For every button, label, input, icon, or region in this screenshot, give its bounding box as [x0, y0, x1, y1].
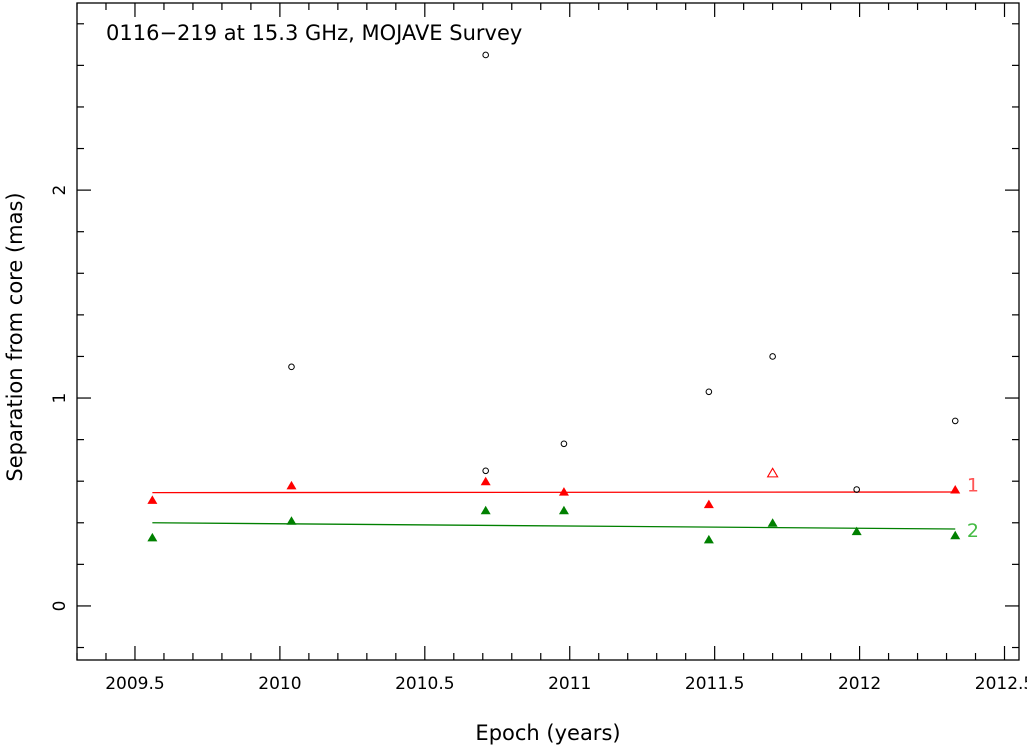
data-point [703, 499, 714, 509]
data-point-open-circle [951, 417, 959, 425]
y-tick-label: 0 [50, 601, 70, 612]
x-tick-label: 2012 [838, 674, 881, 694]
data-point [703, 534, 714, 544]
data-point [558, 487, 569, 496]
data-point-open-circle [853, 486, 860, 493]
data-point [950, 530, 961, 540]
x-tick-label: 2010.5 [395, 674, 454, 694]
plot-frame [76, 2, 1020, 661]
data-point [950, 485, 961, 494]
data-point-open-circle [482, 467, 489, 475]
series-label-2: 2 [967, 520, 979, 542]
fit-line-2 [152, 522, 956, 530]
x-tick-label: 2012.5 [975, 674, 1027, 694]
data-point-open-circle [560, 440, 568, 448]
data-point-open-triangle [766, 467, 779, 478]
fit-line-1 [152, 491, 956, 494]
y-tick-label: 1 [50, 393, 70, 404]
x-tick-label: 2009.5 [105, 674, 164, 694]
chart-title: 0116−219 at 15.3 GHz, MOJAVE Survey [106, 21, 522, 45]
data-point [480, 505, 491, 515]
data-point-open-circle [482, 51, 489, 59]
data-point [851, 526, 862, 536]
data-point [558, 505, 569, 515]
data-point [286, 480, 297, 490]
x-tick-label: 2011.5 [685, 674, 744, 694]
data-point-open-circle [288, 363, 295, 371]
data-point [480, 476, 491, 486]
x-tick-label: 2010 [258, 674, 301, 694]
data-point [147, 532, 158, 542]
data-point [767, 518, 778, 527]
x-axis-title: Epoch (years) [475, 721, 620, 745]
series-label-1: 1 [967, 474, 979, 496]
data-point-open-circle [705, 388, 713, 396]
y-tick-label: 2 [50, 185, 70, 196]
data-point-open-circle [769, 353, 776, 360]
y-axis-title: Separation from core (mas) [3, 192, 27, 481]
x-tick-label: 2011 [548, 674, 591, 694]
data-point [286, 516, 297, 525]
data-point [147, 495, 158, 504]
